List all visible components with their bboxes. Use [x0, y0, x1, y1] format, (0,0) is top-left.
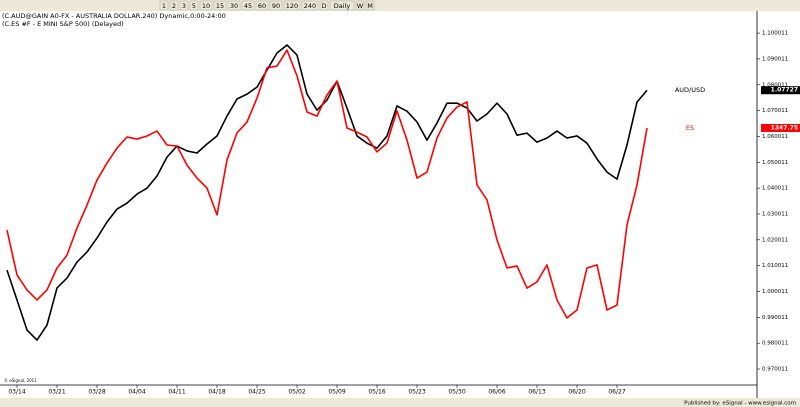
chart-title: (C.AUD@GAIN A0-FX - AUSTRALIA DOLLAR,240…: [2, 12, 226, 20]
toolbar-buttons: 1 2 3 5 10 15 30 45 60 90 120 240 D Daily W M: [159, 0, 375, 11]
x-tick-label: 06/06: [488, 389, 505, 396]
interval-button[interactable]: 15: [213, 0, 227, 11]
x-tick-label: 05/09: [328, 389, 345, 396]
button-label: 240: [304, 2, 316, 10]
y-tick-label: 1.050011: [762, 160, 788, 166]
y-tick-label: 1.100011: [762, 31, 788, 37]
button-face: [255, 0, 269, 11]
interval-button[interactable]: Daily: [329, 0, 355, 11]
button-face: [355, 0, 365, 11]
x-tick-label: 04/04: [128, 389, 145, 396]
button-label: 3: [182, 2, 186, 10]
plot-area: [6, 44, 648, 341]
button-face: [269, 0, 283, 11]
interval-button[interactable]: 45: [241, 0, 255, 11]
last-price-box: [761, 123, 800, 132]
button-face: [241, 0, 255, 11]
interval-button[interactable]: 3: [179, 0, 189, 11]
last-price-box: [761, 86, 800, 95]
y-tick-label: 0.970011: [762, 367, 788, 373]
toolbar: [0, 0, 800, 11]
button-face: [365, 0, 375, 11]
y-tick-label: 1.060011: [762, 134, 788, 140]
button-face: [179, 0, 189, 11]
status-bar: [0, 398, 800, 407]
y-tick-label: 1.020011: [762, 237, 788, 243]
button-label: 15: [216, 2, 224, 10]
x-tick-label: 04/18: [208, 389, 225, 396]
y-tick-label: 1.070011: [762, 108, 788, 114]
button-face: [301, 0, 319, 11]
button-face: [329, 0, 355, 11]
publisher: Published by: eSignal - www.esignal.com: [684, 401, 796, 407]
button-face: [189, 0, 199, 11]
x-tick-label: 05/30: [448, 389, 465, 396]
copyright: © eSignal, 2011: [4, 378, 37, 383]
button-label: 120: [286, 2, 298, 10]
button-face: [213, 0, 227, 11]
interval-button[interactable]: D: [319, 0, 329, 11]
interval-button[interactable]: 60: [255, 0, 269, 11]
price-line: [6, 44, 648, 341]
button-label: 2: [172, 2, 176, 10]
button-label: 10: [202, 2, 210, 10]
x-tick-label: 03/28: [88, 389, 105, 396]
button-face: [227, 0, 241, 11]
chart-subtitle: (C.ES #F - E MINI S&P 500) (Delayed): [2, 20, 124, 28]
interval-button[interactable]: 120: [283, 0, 301, 11]
last-price-label: 1.07727: [771, 87, 798, 94]
interval-button[interactable]: 5: [189, 0, 199, 11]
y-tick-label: 1.000011: [762, 289, 788, 295]
interval-button[interactable]: 30: [227, 0, 241, 11]
x-tick-label: 03/14: [8, 389, 25, 396]
price-line: [6, 49, 648, 319]
button-face: [159, 0, 169, 11]
y-tick-label: 1.030011: [762, 211, 788, 217]
x-tick-label: 05/16: [368, 389, 385, 396]
series-name: AUD/USD: [675, 86, 705, 94]
interval-button[interactable]: 240: [301, 0, 319, 11]
y-tick-label: 1.080011: [762, 82, 788, 88]
button-label: W: [357, 2, 364, 10]
button-face: [319, 0, 329, 11]
x-tick-label: 06/27: [608, 389, 625, 396]
y-tick-label: 1.040011: [762, 186, 788, 192]
x-tick-label: 04/11: [168, 389, 185, 396]
interval-button[interactable]: W: [355, 0, 365, 11]
interval-button[interactable]: 1: [159, 0, 169, 11]
interval-button[interactable]: 90: [269, 0, 283, 11]
button-face: [199, 0, 213, 11]
x-tick-label: 06/20: [568, 389, 585, 396]
button-label: M: [367, 2, 373, 10]
x-tick-label: 05/02: [288, 389, 305, 396]
button-label: 60: [258, 2, 266, 10]
button-label: Daily: [334, 2, 351, 10]
button-label: 30: [230, 2, 238, 10]
x-tick-label: 03/21: [48, 389, 65, 396]
interval-button[interactable]: 10: [199, 0, 213, 11]
button-label: 5: [192, 2, 196, 10]
y-tick-label: 0.990011: [762, 315, 788, 321]
interval-button[interactable]: M: [365, 0, 375, 11]
button-face: [283, 0, 301, 11]
y-tick-label: 0.980011: [762, 341, 788, 347]
button-label: 1: [162, 2, 166, 10]
y-tick-label: 1.010011: [762, 263, 788, 269]
y-tick-label: 1.090011: [762, 56, 788, 62]
series-name: ES: [686, 124, 694, 132]
interval-button[interactable]: 2: [169, 0, 179, 11]
x-tick-label: 06/13: [528, 389, 545, 396]
button-label: D: [321, 2, 326, 10]
button-face: [169, 0, 179, 11]
x-tick-label: 04/25: [248, 389, 265, 396]
x-tick-label: 05/23: [408, 389, 425, 396]
button-label: 45: [244, 2, 252, 10]
last-price-label: 1347.75: [771, 124, 798, 131]
button-label: 90: [272, 2, 280, 10]
